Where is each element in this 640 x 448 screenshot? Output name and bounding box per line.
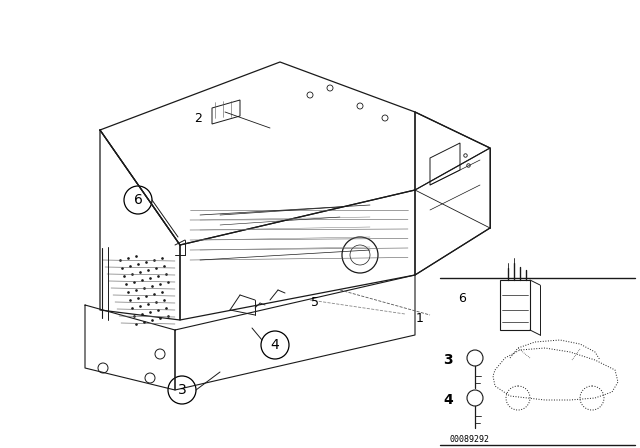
Text: 3: 3 <box>443 353 453 367</box>
Text: 2: 2 <box>194 112 202 125</box>
Text: 3: 3 <box>178 383 186 397</box>
Text: 1: 1 <box>416 311 424 324</box>
Text: 6: 6 <box>458 292 466 305</box>
Text: 5: 5 <box>311 297 319 310</box>
Text: 00089292: 00089292 <box>450 435 490 444</box>
Text: 4: 4 <box>443 393 453 407</box>
Text: 4: 4 <box>271 338 280 352</box>
Text: 6: 6 <box>134 193 143 207</box>
